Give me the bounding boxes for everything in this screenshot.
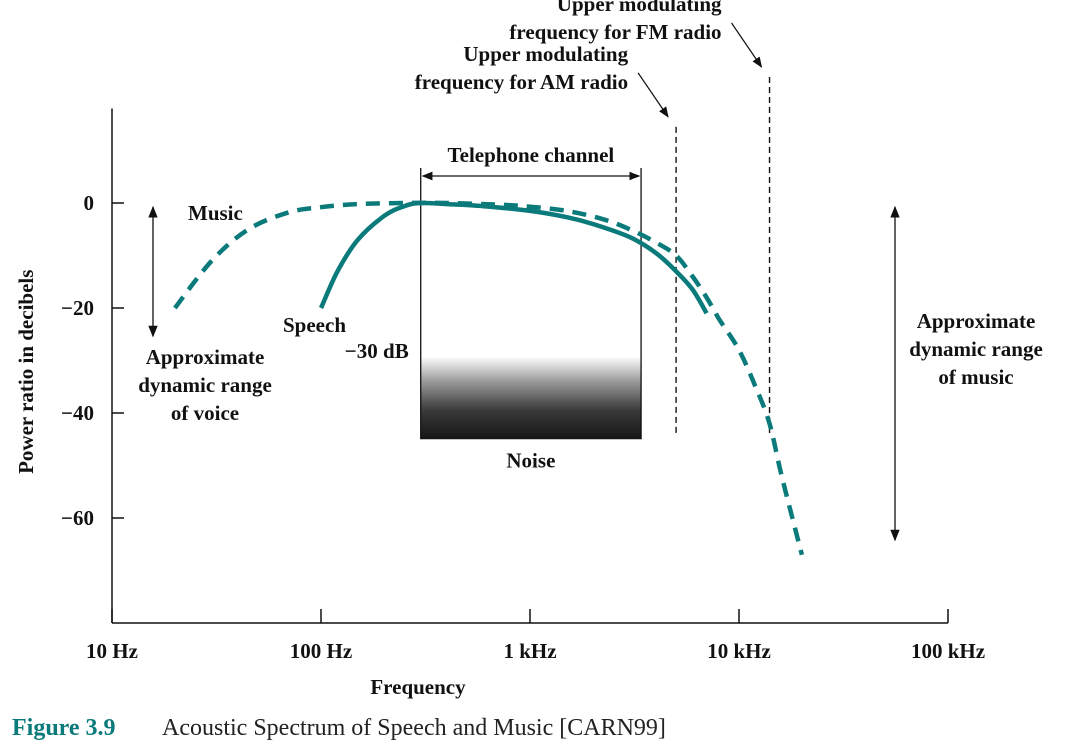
axes-layer: 10 Hz 100 Hz 1 kHz 10 kHz 100 kHz 0 −20 −40 −60 F… [14, 108, 985, 699]
annotations-layer: Music Speech Approximate dynamic range of vo… [138, 201, 1043, 542]
y-tick-label-2: −40 [61, 401, 94, 425]
series-line-music [173, 200, 805, 556]
x-tick-label-0: 10 Hz [86, 639, 138, 663]
music-range-label-line-3: of music [938, 365, 1013, 389]
y-axis-label: Power ratio in decibels [14, 270, 38, 474]
radio-limit-pointer-0 [637, 72, 669, 118]
telephone-channel-label: Telephone channel [448, 143, 615, 167]
noise-label: Noise [506, 448, 555, 472]
speech-label: Speech [283, 313, 346, 337]
x-tick-label-1: 100 Hz [290, 639, 352, 663]
radio-limit-label-1-line-1: Upper modulating [557, 0, 722, 16]
radio-limit-pointer-1 [731, 22, 763, 68]
caption-figure-number: Figure 3.9 [12, 715, 116, 741]
x-tick-label-4: 100 kHz [911, 639, 985, 663]
voice-range-label-line-2: dynamic range [138, 373, 272, 397]
y-tick-label-3: −60 [61, 506, 94, 530]
music-range-label-line-1: Approximate [917, 309, 1036, 333]
y-tick-label-1: −20 [61, 296, 94, 320]
radio-limit-label-0-line-2: frequency for AM radio [415, 70, 628, 94]
y-tick-label-0: 0 [84, 191, 95, 215]
noise-layer: Noise −30 dB [345, 339, 642, 472]
radio-limit-label-1-line-2: frequency for FM radio [509, 20, 721, 44]
x-tick-label-2: 1 kHz [503, 639, 556, 663]
caption-title: Acoustic Spectrum of Speech and Music [C… [162, 715, 666, 741]
music-label: Music [188, 201, 243, 225]
series-line-speech [318, 200, 709, 315]
radio-limit-label-0-line-1: Upper modulating [463, 42, 628, 66]
voice-range-label-line-1: Approximate [146, 345, 265, 369]
noise-level-label: −30 dB [345, 339, 409, 363]
x-tick-label-3: 10 kHz [707, 639, 771, 663]
music-range-label-line-2: dynamic range [909, 337, 1043, 361]
voice-range-label-line-3: of voice [171, 401, 239, 425]
series-layer [173, 200, 805, 556]
noise-block [420, 356, 642, 440]
x-axis-label: Frequency [370, 675, 466, 699]
